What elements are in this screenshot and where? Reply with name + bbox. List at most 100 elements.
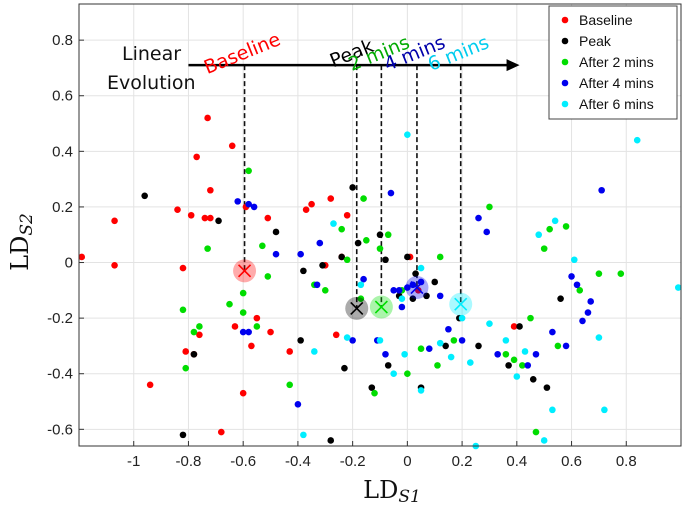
data-point bbox=[458, 337, 466, 344]
data-point bbox=[417, 264, 425, 272]
data-point bbox=[404, 131, 411, 138]
data-point bbox=[573, 281, 581, 289]
data-point bbox=[330, 220, 337, 227]
data-point bbox=[196, 323, 203, 330]
x-tick-label: 0.8 bbox=[616, 453, 637, 470]
y-tick-label: 0.2 bbox=[52, 199, 73, 216]
legend-swatch bbox=[561, 37, 569, 45]
data-point bbox=[436, 292, 444, 300]
x-tick-labels: -1 -0.8 -0.6 -0.4 -0.2 0 0.2 0.4 0.6 0.8 bbox=[127, 453, 637, 470]
data-point bbox=[338, 253, 345, 261]
data-point bbox=[398, 295, 406, 302]
data-point bbox=[179, 306, 187, 314]
data-point bbox=[182, 364, 190, 372]
data-point bbox=[226, 300, 233, 308]
data-point bbox=[272, 228, 280, 236]
x-tick-label: 0.6 bbox=[561, 453, 582, 470]
data-point bbox=[431, 278, 439, 286]
x-tick-label: 0 bbox=[403, 453, 411, 470]
data-point bbox=[475, 342, 482, 350]
data-point bbox=[398, 303, 406, 311]
data-point bbox=[239, 289, 247, 297]
data-point bbox=[264, 273, 272, 280]
data-point bbox=[228, 142, 236, 150]
data-point bbox=[371, 389, 378, 397]
data-point bbox=[568, 273, 575, 280]
data-point bbox=[540, 437, 548, 444]
data-point bbox=[518, 362, 526, 369]
data-point bbox=[529, 375, 537, 383]
data-points bbox=[78, 114, 682, 450]
data-point bbox=[245, 167, 252, 175]
data-point bbox=[486, 320, 493, 327]
data-point bbox=[412, 270, 419, 277]
legend-swatch bbox=[561, 16, 569, 24]
data-point bbox=[316, 239, 324, 247]
data-point bbox=[425, 345, 433, 353]
data-point bbox=[546, 225, 553, 233]
data-point bbox=[78, 253, 86, 261]
y-tick-label: 0 bbox=[65, 255, 73, 272]
annotation-title-line2: Evolution bbox=[107, 72, 196, 94]
data-point bbox=[409, 281, 417, 289]
data-point bbox=[360, 275, 367, 283]
data-point bbox=[579, 317, 586, 325]
centroid-cross bbox=[237, 264, 252, 278]
data-point bbox=[384, 362, 392, 369]
data-point bbox=[174, 206, 181, 214]
data-point bbox=[447, 353, 455, 361]
data-point bbox=[190, 350, 198, 358]
data-point bbox=[264, 214, 272, 222]
data-point bbox=[382, 350, 389, 358]
legend-swatch bbox=[561, 100, 569, 108]
legend-box bbox=[548, 5, 678, 120]
data-point bbox=[562, 223, 570, 230]
data-point bbox=[390, 287, 397, 294]
data-point bbox=[436, 339, 444, 347]
centroid-cross bbox=[350, 301, 364, 315]
data-point bbox=[360, 195, 367, 202]
x-tick-label: -0.2 bbox=[340, 453, 366, 470]
data-point bbox=[327, 437, 335, 444]
data-point bbox=[190, 328, 198, 336]
data-point bbox=[250, 203, 258, 211]
data-point bbox=[595, 270, 603, 277]
data-point bbox=[551, 217, 559, 225]
data-point bbox=[423, 292, 430, 300]
data-point bbox=[338, 225, 345, 233]
data-point bbox=[404, 284, 411, 291]
data-point bbox=[207, 186, 214, 194]
data-point bbox=[570, 256, 578, 264]
legend-label: Baseline bbox=[579, 12, 633, 28]
data-point bbox=[527, 314, 534, 322]
y-tick-label: -0.4 bbox=[47, 366, 73, 383]
data-point bbox=[297, 250, 304, 258]
centroid-cross bbox=[454, 297, 468, 311]
x-tick-label: -0.6 bbox=[230, 453, 256, 470]
legend-label: After 6 mins bbox=[579, 96, 654, 112]
data-point bbox=[505, 362, 512, 369]
data-point bbox=[384, 231, 392, 239]
data-point bbox=[409, 295, 417, 302]
annotation-title-line1: Linear bbox=[122, 43, 181, 65]
data-point bbox=[294, 401, 302, 408]
data-point bbox=[535, 231, 543, 239]
data-point bbox=[510, 356, 518, 364]
data-point bbox=[368, 384, 376, 391]
data-point bbox=[327, 195, 335, 202]
data-point bbox=[532, 428, 540, 436]
data-point bbox=[387, 189, 395, 197]
data-point bbox=[475, 214, 482, 222]
centroid-markers bbox=[233, 259, 473, 320]
data-point bbox=[253, 323, 261, 330]
legend-label: After 2 mins bbox=[579, 54, 654, 70]
data-point bbox=[576, 287, 584, 294]
y-tick-label: -0.6 bbox=[47, 421, 73, 438]
data-point bbox=[300, 267, 307, 275]
data-point bbox=[357, 295, 365, 302]
data-point bbox=[395, 287, 403, 294]
data-point bbox=[494, 350, 501, 358]
data-point bbox=[302, 206, 310, 214]
data-point bbox=[510, 323, 518, 330]
